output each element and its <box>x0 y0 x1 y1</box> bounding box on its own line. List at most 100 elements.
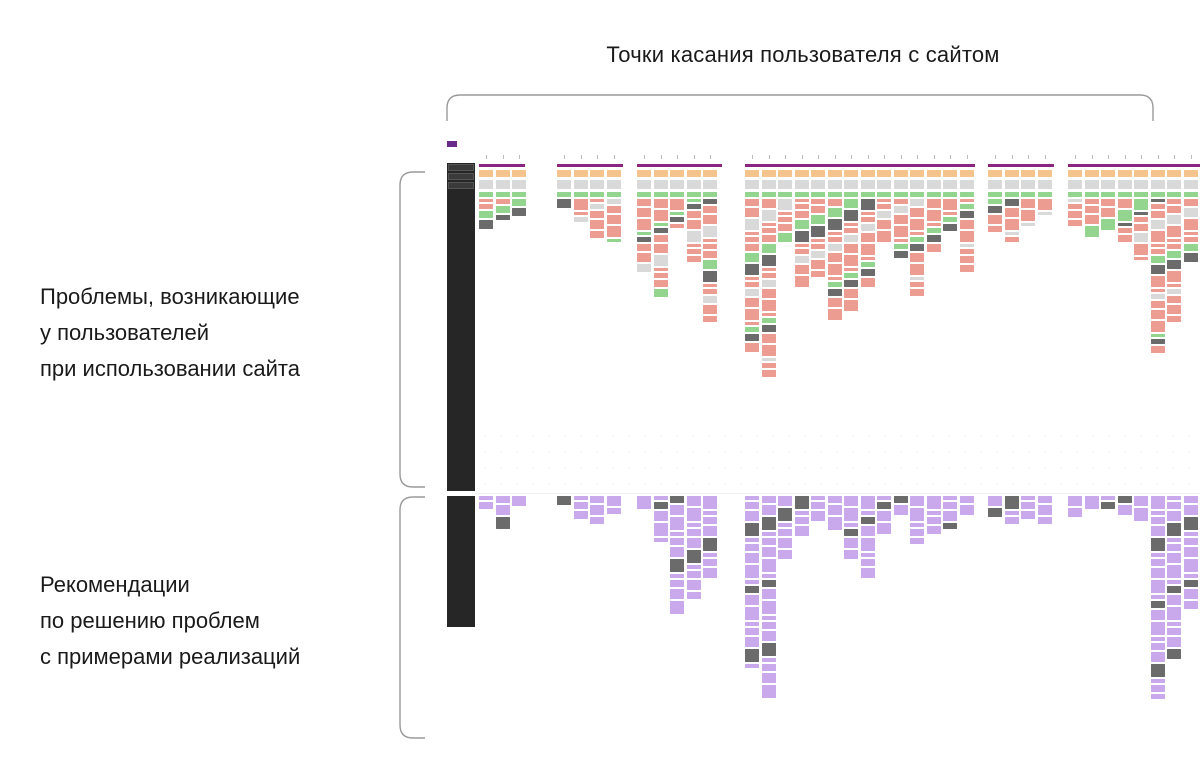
customer-journey-map <box>447 128 1200 740</box>
recommendation-cell <box>1117 496 1132 503</box>
touchpoint-cell <box>811 170 825 177</box>
recommendation-cell <box>686 580 701 590</box>
problem-cell <box>1150 244 1165 247</box>
action-cell <box>778 180 792 189</box>
positive-cell <box>1134 192 1148 197</box>
recommendation-cell <box>860 568 875 578</box>
problem-cell <box>794 249 809 254</box>
recommendation-cell <box>910 538 924 544</box>
problem-cell <box>811 251 825 258</box>
problem-cell <box>761 363 776 368</box>
recommendation-cell <box>943 523 957 529</box>
problem-cell <box>860 212 875 215</box>
problem-cell <box>745 253 759 262</box>
problem-cell <box>761 280 776 287</box>
problem-cell <box>1167 239 1181 242</box>
problem-cell <box>637 244 651 251</box>
recommendation-cell <box>670 574 684 578</box>
problem-cell <box>893 199 908 204</box>
problem-cell <box>653 199 668 208</box>
positive-cell <box>811 192 825 197</box>
recommendation-cell <box>670 505 684 515</box>
recommendation-cell <box>670 547 684 557</box>
problem-cell <box>1021 210 1035 221</box>
problem-cell <box>910 264 924 275</box>
logo-icon <box>447 141 457 147</box>
problem-cell <box>590 211 604 218</box>
problem-cell <box>1183 199 1198 206</box>
problem-cell <box>959 265 974 272</box>
touchpoint-cell <box>1004 170 1019 177</box>
problem-cell <box>703 296 717 303</box>
recommendation-cell <box>761 685 776 698</box>
action-cell <box>573 180 588 189</box>
touchpoint-cell <box>959 170 974 177</box>
problem-cell <box>670 217 684 222</box>
problem-cell <box>1150 276 1165 287</box>
recommendation-cell <box>910 508 924 521</box>
positive-cell <box>745 192 759 197</box>
touchpoint-tick <box>933 155 935 159</box>
problem-cell <box>811 206 825 213</box>
touchpoint-cell <box>926 170 941 177</box>
recommendation-cell <box>745 565 759 578</box>
touchpoint-cell <box>827 170 842 177</box>
problem-cell <box>1021 223 1035 226</box>
recommendation-cell <box>653 496 668 500</box>
recommendation-cell <box>1021 511 1035 519</box>
recommendation-cell <box>761 517 776 530</box>
recommendation-cell <box>703 538 717 551</box>
recommendation-cell <box>1167 649 1181 659</box>
problem-cell <box>761 325 776 332</box>
problem-cell <box>794 256 809 263</box>
action-cell <box>877 180 891 189</box>
recommendation-cell <box>1150 679 1165 683</box>
recommendation-cell <box>827 496 842 503</box>
recommendation-cell <box>860 517 875 524</box>
problem-cell <box>745 199 759 206</box>
problem-cell <box>926 235 941 242</box>
problem-cell <box>670 212 684 215</box>
action-cell <box>844 180 858 189</box>
touchpoint-cell <box>637 170 651 177</box>
stage-band <box>637 164 722 167</box>
recommendation-cell <box>745 607 759 620</box>
touchpoint-cell <box>844 170 858 177</box>
recommendation-cell <box>761 589 776 599</box>
problem-cell <box>745 343 759 352</box>
problem-cell <box>1167 296 1181 303</box>
problem-cell <box>557 199 571 208</box>
recommendation-cell <box>959 505 974 515</box>
recommendation-cell <box>745 523 759 536</box>
problem-cell <box>794 199 809 202</box>
problem-cell <box>910 244 924 251</box>
problem-cell <box>703 206 717 213</box>
problem-cell <box>761 334 776 343</box>
problem-cell <box>653 280 668 287</box>
problem-cell <box>1150 249 1165 254</box>
action-cell <box>1037 180 1052 189</box>
recommendation-cell <box>1150 601 1165 608</box>
recommendation-cell <box>1167 511 1181 521</box>
positive-cell <box>959 192 974 197</box>
recommendation-cell <box>1084 496 1099 509</box>
problem-cell <box>1134 212 1148 215</box>
problem-cell <box>703 271 717 282</box>
recommendation-cell <box>778 550 792 559</box>
recommendation-cell <box>606 496 621 506</box>
problem-cell <box>959 249 974 254</box>
problem-cell <box>910 219 924 230</box>
recommendation-cell <box>590 496 604 503</box>
problem-cell <box>686 231 701 242</box>
problem-cell <box>893 226 908 237</box>
problem-cell <box>703 226 717 237</box>
recommendations-brace <box>399 496 425 739</box>
recommendation-cell <box>745 622 759 626</box>
problem-cell <box>479 204 493 209</box>
recommendation-cell <box>1068 496 1082 506</box>
recommendation-cell <box>670 517 684 530</box>
recommendation-cell <box>573 496 588 500</box>
positive-cell <box>1084 192 1099 197</box>
positive-cell <box>637 192 651 197</box>
problem-cell <box>860 217 875 222</box>
